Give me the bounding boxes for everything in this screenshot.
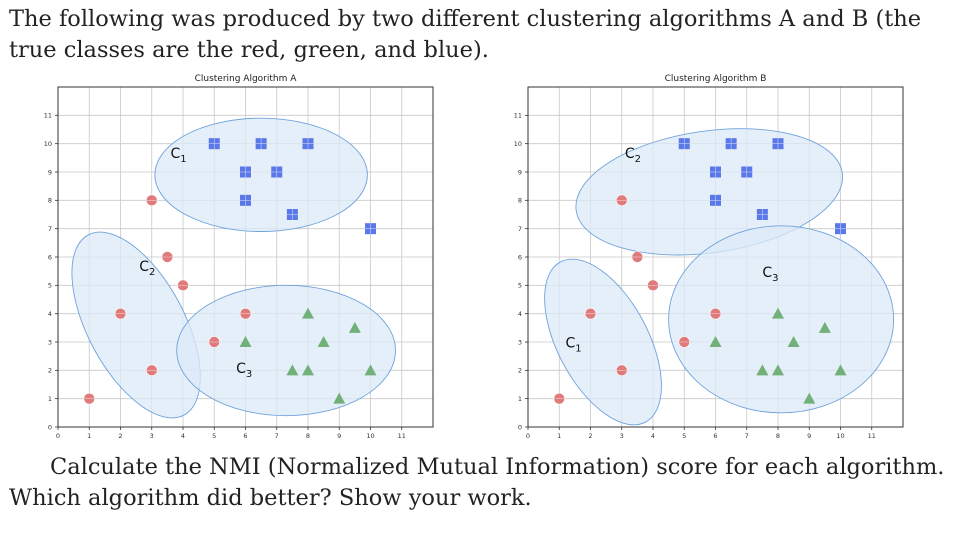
x-tick-label: 4 (651, 432, 655, 440)
x-tick-label: 8 (306, 432, 310, 440)
y-tick-label: 11 (44, 112, 52, 120)
y-tick-label: 4 (48, 310, 52, 318)
point-green-triangle (333, 392, 346, 404)
x-tick-label: 11 (398, 432, 406, 440)
point-green-triangle (317, 336, 330, 347)
point-green-triangle (834, 364, 847, 376)
y-tick-label: 8 (518, 197, 522, 205)
point-green-triangle (302, 307, 314, 319)
y-tick-label: 7 (518, 225, 522, 233)
y-tick-label: 5 (518, 282, 522, 290)
point-green-triangle (239, 336, 252, 347)
y-tick-label: 6 (518, 253, 522, 261)
y-tick-label: 4 (518, 310, 522, 318)
x-tick-label: 9 (337, 432, 341, 440)
point-green-triangle (302, 364, 314, 376)
cluster-label: C1 (171, 146, 187, 165)
intro-text: The following was produced by two differ… (9, 6, 922, 63)
x-tick-label: 5 (212, 432, 216, 440)
x-tick-label: 3 (620, 432, 624, 440)
y-tick-label: 2 (518, 367, 522, 375)
cluster-label: C3 (762, 265, 778, 284)
y-tick-label: 3 (48, 338, 52, 346)
cluster-label: C2 (625, 146, 641, 165)
x-tick-label: 2 (588, 432, 592, 440)
x-tick-label: 5 (682, 432, 686, 440)
chart-algorithm-a: Clustering Algorithm A 0 1 2 3 4 5 6 7 8 9 10 11 0 1 2 3… (44, 74, 434, 440)
chart-title: Clustering Algorithm B (665, 74, 767, 84)
chart-algorithm-b: Clustering Algorithm B 0 1 2 3 4 5 6 7 8 9 10 11 0 1 2 3… (514, 74, 904, 440)
cluster-label: C2 (139, 259, 155, 278)
x-tick-label: 10 (836, 432, 844, 440)
point-green-triangle (364, 364, 377, 376)
point-green-triangle (286, 364, 299, 376)
point-green-triangle (772, 364, 784, 376)
y-tick-label: 0 (48, 423, 52, 431)
y-tick-label: 10 (514, 140, 522, 148)
x-tick-label: 1 (87, 432, 91, 440)
question-body: Calculate the NMI (Normalized Mutual Inf… (9, 454, 945, 511)
point-green-triangle (772, 307, 784, 319)
x-tick-label: 3 (150, 432, 154, 440)
point-green-triangle (803, 392, 816, 404)
x-tick-label: 1 (557, 432, 561, 440)
point-green-triangle (818, 321, 831, 333)
x-tick-label: 8 (776, 432, 780, 440)
x-tick-label: 6 (713, 432, 717, 440)
y-tick-label: 10 (44, 140, 52, 148)
y-tick-label: 2 (48, 367, 52, 375)
x-tick-label: 6 (243, 432, 247, 440)
x-tick-label: 9 (807, 432, 811, 440)
y-tick-label: 11 (514, 112, 522, 120)
point-green-triangle (787, 336, 800, 347)
x-tick-label: 10 (366, 432, 374, 440)
point-green-triangle (709, 336, 722, 347)
cluster-ellipse (544, 258, 662, 426)
y-tick-label: 0 (518, 423, 522, 431)
cluster-label: C3 (236, 361, 252, 380)
point-green-triangle (348, 321, 361, 333)
x-tick-label: 0 (526, 432, 530, 440)
point-green-triangle (756, 364, 769, 376)
x-tick-label: 7 (275, 432, 279, 440)
y-tick-label: 5 (48, 282, 52, 290)
y-tick-label: 1 (518, 395, 522, 403)
cluster-ellipse (176, 284, 396, 417)
cluster-label: C1 (566, 336, 582, 355)
y-tick-label: 9 (518, 168, 522, 176)
question-text: Calculate the NMI (Normalized Mutual Inf… (9, 452, 954, 514)
x-tick-label: 4 (181, 432, 185, 440)
cluster-ellipse (71, 231, 201, 419)
cluster-ellipse (154, 117, 368, 232)
x-tick-label: 11 (868, 432, 876, 440)
y-tick-label: 8 (48, 197, 52, 205)
y-tick-label: 1 (48, 395, 52, 403)
cluster-ellipse (668, 225, 895, 414)
chart-title: Clustering Algorithm A (195, 74, 298, 84)
x-tick-label: 2 (118, 432, 122, 440)
x-tick-label: 0 (56, 432, 60, 440)
y-tick-label: 6 (48, 253, 52, 261)
y-tick-label: 7 (48, 225, 52, 233)
y-tick-label: 3 (518, 338, 522, 346)
x-tick-label: 7 (745, 432, 749, 440)
y-tick-label: 9 (48, 168, 52, 176)
